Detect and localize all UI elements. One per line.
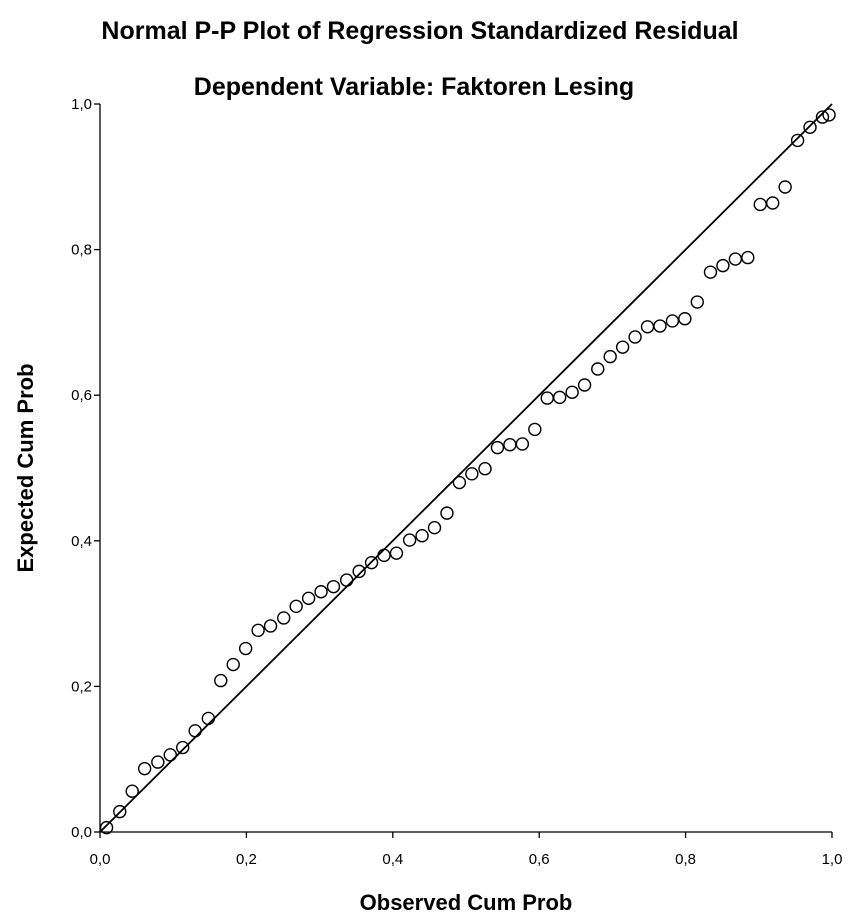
data-point xyxy=(251,623,265,638)
data-point xyxy=(790,133,805,148)
data-point xyxy=(99,820,114,835)
y-tick-label: 0,2 xyxy=(71,678,92,695)
data-point xyxy=(803,120,817,134)
x-axis-ticks: 0,0 0,2 0,4 0,6 0,8 1,0 xyxy=(90,832,843,868)
data-point xyxy=(163,748,177,762)
data-point xyxy=(728,252,743,266)
data-point xyxy=(591,362,605,376)
data-point xyxy=(465,467,479,481)
data-point xyxy=(389,546,404,560)
data-point xyxy=(402,533,417,547)
data-point xyxy=(778,180,792,194)
x-tick-label: 0,2 xyxy=(236,851,257,868)
y-tick-label: 0,0 xyxy=(71,824,92,841)
x-tick-label: 0,4 xyxy=(382,851,403,868)
data-point xyxy=(151,755,165,769)
data-point xyxy=(415,529,429,543)
y-tick-label: 0,4 xyxy=(71,533,92,550)
y-tick-label: 0,6 xyxy=(71,387,92,404)
data-point xyxy=(690,295,705,309)
y-tick-label: 1,0 xyxy=(71,96,92,113)
data-point xyxy=(766,196,780,210)
data-point xyxy=(440,506,454,520)
data-point xyxy=(753,197,767,212)
data-point xyxy=(176,740,190,755)
x-tick-label: 0,0 xyxy=(90,851,111,868)
data-point xyxy=(565,385,579,399)
data-point xyxy=(377,548,391,563)
data-point xyxy=(577,378,592,392)
data-point xyxy=(640,320,655,334)
data-point xyxy=(653,319,667,333)
data-point xyxy=(314,585,328,599)
data-point xyxy=(815,110,830,124)
data-point xyxy=(503,438,517,452)
data-point xyxy=(238,641,253,656)
data-point xyxy=(339,573,354,587)
data-point xyxy=(478,462,492,476)
x-tick-label: 0,8 xyxy=(675,851,696,868)
data-point xyxy=(628,330,642,344)
data-point xyxy=(188,724,202,738)
data-point xyxy=(277,611,291,625)
chart-title: Normal P-P Plot of Regression Standardiz… xyxy=(101,17,738,45)
data-point xyxy=(552,390,567,405)
data-point xyxy=(326,579,341,594)
data-point xyxy=(716,258,730,273)
data-point xyxy=(214,673,228,688)
data-point xyxy=(201,711,216,726)
data-point xyxy=(289,599,303,614)
y-tick-label: 0,8 xyxy=(71,242,92,259)
x-tick-label: 0,6 xyxy=(529,851,550,868)
data-point xyxy=(540,391,554,405)
x-tick-label: 1,0 xyxy=(822,851,843,868)
data-point xyxy=(226,657,240,672)
data-point xyxy=(741,250,755,265)
data-point xyxy=(113,804,127,819)
data-point xyxy=(263,619,278,633)
data-point xyxy=(137,761,152,776)
data-point xyxy=(352,564,366,579)
data-point xyxy=(364,555,379,570)
data-point xyxy=(427,520,442,535)
data-point xyxy=(603,349,617,364)
chart-subtitle: Dependent Variable: Faktoren Lesing xyxy=(194,73,634,101)
y-axis-title: Expected Cum Prob xyxy=(13,363,38,572)
y-axis-ticks: 0,0 0,2 0,4 0,6 0,8 1,0 xyxy=(71,96,100,841)
data-point xyxy=(528,422,542,437)
data-point xyxy=(615,340,630,354)
data-point xyxy=(822,108,836,122)
data-point xyxy=(452,475,467,490)
data-point xyxy=(678,312,692,326)
data-points xyxy=(99,108,836,835)
reference-line xyxy=(99,103,833,833)
data-point xyxy=(665,314,680,328)
x-axis-title: Observed Cum Prob xyxy=(360,890,573,915)
data-point xyxy=(490,440,505,455)
data-point xyxy=(125,784,139,798)
data-point xyxy=(515,437,530,451)
data-point xyxy=(301,591,316,606)
data-point xyxy=(703,265,718,279)
